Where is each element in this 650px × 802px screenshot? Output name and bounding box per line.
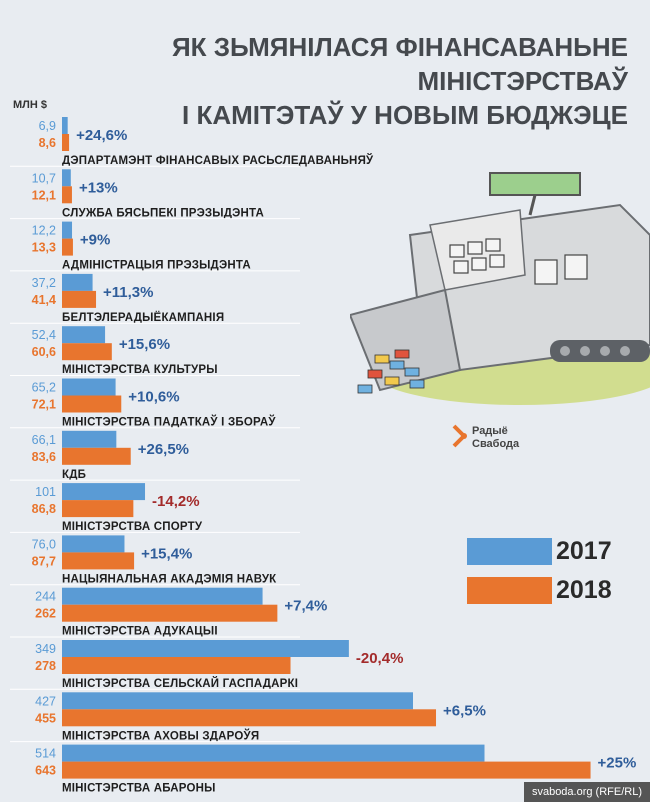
bar-2018: [62, 552, 135, 570]
bar-2017: [62, 535, 125, 553]
logo-line-1: Радыё: [472, 425, 508, 437]
category-label: МІНІСТЭРСТВА АХОВЫ ЗДАРОЎЯ: [62, 729, 259, 742]
value-label-2017: 6,9: [39, 119, 56, 133]
bar-2017: [62, 169, 71, 187]
category-label: НАЦЫЯНАЛЬНАЯ АКАДЭМІЯ НАВУК: [62, 573, 277, 585]
bar-2017: [62, 378, 116, 396]
bar-2017: [62, 326, 106, 344]
bar-2018: [62, 500, 134, 518]
legend-label-2018: 2018: [556, 576, 612, 604]
bar-2018: [62, 761, 591, 779]
category-label: МІНІСТЭРСТВА АБАРОНЫ: [62, 783, 216, 795]
category-label: ДЭПАРТАМЭНТ ФІНАНСАВЫХ РАСЬСЛЕДАВАНЬНЯЎ: [62, 154, 374, 167]
category-label: МІНІСТЭРСТВА КУЛЬТУРЫ: [62, 364, 218, 376]
change-label: +15,6%: [119, 336, 170, 353]
bar-2018: [62, 657, 291, 674]
title-line-1: ЯК ЗЬМЯНІЛАСЯ ФІНАНСАВАНЬНЕ МІНІСТЭРСТВА…: [171, 32, 628, 96]
bar-2017: [62, 587, 263, 605]
legend-swatch-2018: [467, 577, 552, 604]
bar-2018: [62, 134, 70, 151]
logo-text: Радыё Свабода: [472, 425, 519, 451]
chart-title: ЯК ЗЬМЯНІЛАСЯ ФІНАНСАВАНЬНЕ МІНІСТЭРСТВА…: [0, 30, 628, 132]
bar-2017: [62, 430, 117, 448]
bar-2018: [62, 604, 278, 622]
change-label: +24,6%: [76, 127, 127, 144]
radio-svaboda-logo: [452, 424, 467, 448]
source-footer: svaboda.org (RFE/RL): [523, 782, 650, 802]
value-label-2018: 13,3: [32, 241, 56, 255]
legend-label-2017: 2017: [556, 537, 612, 565]
category-label: МІНІСТЭРСТВА СПОРТУ: [62, 521, 203, 533]
value-label-2017: 10,7: [32, 171, 56, 185]
bar-2018: [62, 186, 72, 204]
category-label: АДМІНІСТРАЦЫЯ ПРЭЗЫДЭНТА: [62, 260, 251, 272]
bar-2017: [62, 273, 93, 291]
value-label-2018: 83,6: [32, 450, 56, 464]
bar-2017: [62, 117, 68, 134]
change-label: +10,6%: [128, 389, 179, 406]
value-label-2017: 37,2: [32, 276, 56, 290]
value-label-2018: 455: [35, 711, 56, 725]
value-label-2018: 41,4: [32, 293, 56, 307]
category-label: МІНІСТЭРСТВА СЕЛЬСКАЙ ГАСПАДАРКІ: [62, 677, 298, 690]
value-label-2018: 278: [35, 659, 56, 673]
value-label-2017: 52,4: [32, 328, 56, 342]
bar-2018: [62, 238, 73, 256]
bar-2018: [62, 343, 112, 361]
category-label: МІНІСТЭРСТВА ПАДАТКАЎ І ЗБОРАЎ: [62, 416, 276, 429]
value-label-2018: 8,6: [39, 136, 56, 150]
change-label: +15,4%: [141, 545, 192, 562]
bar-2018: [62, 395, 122, 413]
change-label: +9%: [80, 232, 110, 249]
change-label: +11,3%: [103, 284, 153, 301]
change-label: +25%: [598, 755, 637, 772]
bar-2018: [62, 709, 437, 727]
value-label-2018: 12,1: [32, 188, 56, 202]
bulldozer-cash-register-illustration: [350, 172, 650, 405]
value-label-2018: 87,7: [32, 554, 56, 568]
category-label: КДБ: [62, 469, 86, 481]
change-label: +13%: [79, 179, 118, 196]
bar-2017: [62, 692, 413, 710]
value-label-2017: 349: [35, 642, 56, 656]
bar-2017: [62, 221, 73, 239]
value-label-2017: 66,1: [32, 433, 56, 447]
value-label-2017: 65,2: [32, 381, 56, 395]
bar-2018: [62, 447, 131, 465]
value-label-2018: 643: [35, 764, 56, 778]
bar-2018: [62, 290, 97, 308]
value-label-2018: 72,1: [32, 398, 56, 412]
bar-2017: [62, 483, 146, 501]
change-label: +7,4%: [284, 598, 327, 615]
change-label: +6,5%: [443, 702, 486, 719]
value-label-2017: 514: [35, 747, 56, 761]
value-label-2018: 262: [35, 607, 56, 621]
change-label: -14,2%: [152, 493, 200, 510]
legend-swatch-2017: [467, 538, 552, 565]
unit-label: МЛН $: [13, 99, 47, 111]
bar-2017: [62, 744, 485, 762]
value-label-2018: 86,8: [32, 502, 56, 516]
value-label-2017: 76,0: [32, 537, 56, 551]
value-label-2017: 244: [35, 590, 56, 604]
value-label-2017: 101: [35, 485, 56, 499]
value-label-2017: 12,2: [32, 224, 56, 238]
title-line-2: І КАМІТЭТАЎ У НОВЫМ БЮДЖЭЦЕ: [182, 100, 628, 130]
change-label: -20,4%: [356, 650, 404, 667]
category-label: СЛУЖБА БЯСЬПЕКІ ПРЭЗЫДЭНТА: [62, 207, 264, 219]
value-label-2017: 427: [35, 694, 56, 708]
logo-line-2: Свабода: [472, 438, 520, 450]
change-label: +26,5%: [138, 441, 189, 458]
category-label: МІНІСТЭРСТВА АДУКАЦЫІ: [62, 626, 218, 638]
category-label: БЕЛТЭЛЕРАДЫЁКАМПАНІЯ: [62, 311, 224, 324]
bar-2017: [62, 640, 349, 657]
value-label-2018: 60,6: [32, 345, 56, 359]
